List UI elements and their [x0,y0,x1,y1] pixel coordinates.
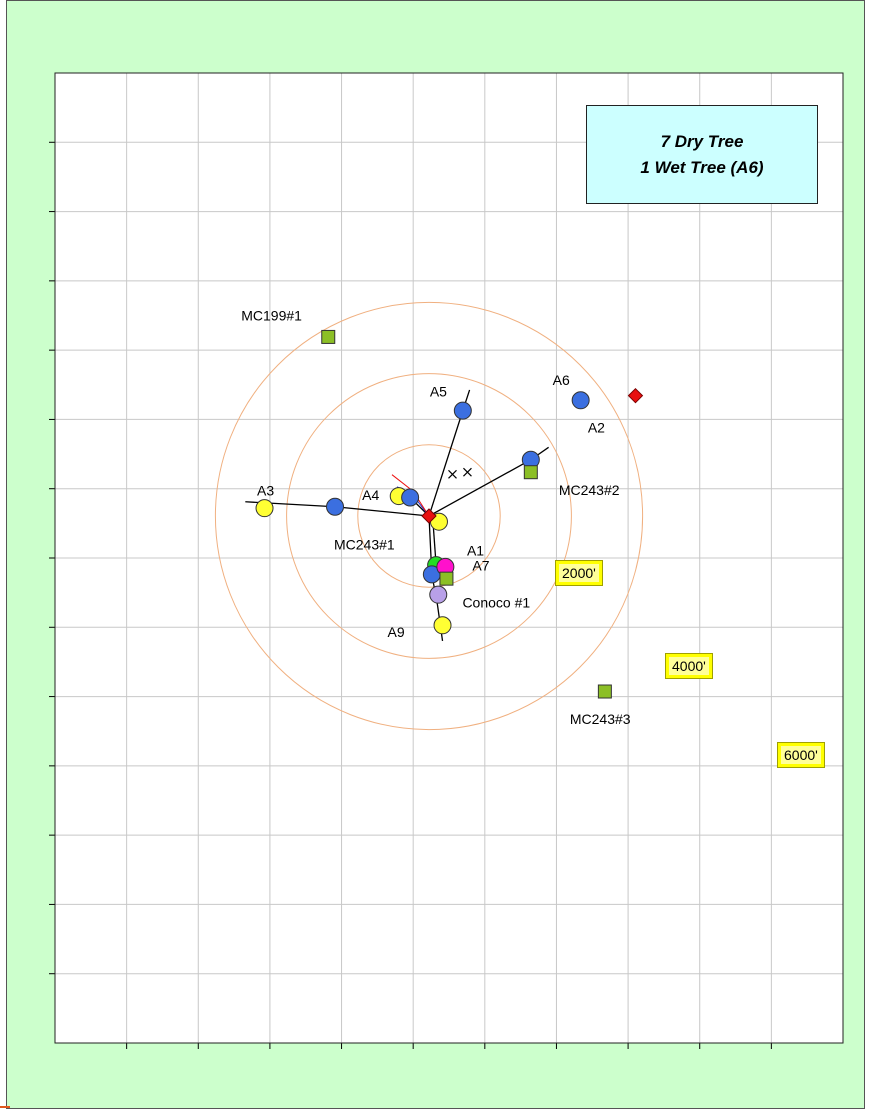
existing-well-marker-mc2433 [597,684,612,699]
well-label-a9: A9 [388,624,405,640]
ring-label-6000: 6000' [777,742,825,768]
existing-well-label-mc2433: MC243#3 [570,711,631,727]
well-marker-a3 [326,497,345,516]
chart-title-box: 7 Dry Tree 1 Wet Tree (A6) [586,105,818,204]
title-line-1: 7 Dry Tree [660,131,744,151]
well-label-a2: A2 [588,419,605,435]
platform-label: MC243#1 [334,537,395,553]
target-marker-4 [429,585,448,604]
well-marker-a4 [401,488,420,507]
well-label-a4: A4 [362,487,379,503]
existing-well-marker-mc1991 [321,329,336,344]
well-label-a5: A5 [430,383,447,399]
platform-marker [421,508,437,524]
well-label-a7: A7 [472,558,489,574]
cross-stroke [448,469,457,479]
well-label-a3: A3 [257,482,274,498]
existing-well-label-mc1991: MC199#1 [241,308,302,324]
ring-label-4000: 4000' [665,653,713,679]
range-ring-2000 [357,444,501,588]
range-rings [214,301,644,731]
range-ring-6000 [214,301,644,731]
well-marker-a9 [433,616,452,635]
existing-well-marker-mc2432 [523,465,538,480]
well-markers [255,329,644,699]
plot-border [54,72,844,1044]
cross-stroke [463,467,472,477]
title-line-2: 1 Wet Tree (A6) [640,157,764,177]
well-marker-a6 [571,391,590,410]
target-marker-0 [255,499,274,518]
platform-marker-2 [627,387,644,404]
ring-label-2000: 2000' [555,560,603,586]
grid-lines [49,72,844,1049]
well-label-a1: A1 [467,542,484,558]
existing-well-marker-conoco1 [439,571,454,586]
well-label-a6: A6 [553,372,570,388]
range-ring-4000 [286,373,572,659]
edge-mark [0,1106,10,1108]
cross-marker-5 [448,469,457,479]
existing-well-label-mc2432: MC243#2 [559,482,620,498]
cross-marker-6 [463,467,472,477]
existing-well-label-conoco1: Conoco #1 [462,594,530,610]
well-marker-a5 [453,401,472,420]
